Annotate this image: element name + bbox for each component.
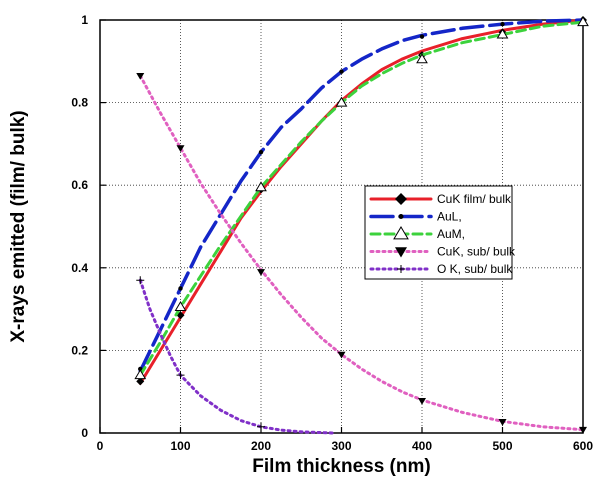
series-line xyxy=(138,278,335,435)
y-tick-label: 1 xyxy=(81,13,88,27)
legend-item: AuM, xyxy=(369,226,465,241)
series-marker xyxy=(418,397,426,405)
x-tick-label: 0 xyxy=(97,439,104,453)
legend-item: CuK, sub/ bulk xyxy=(369,245,516,259)
series-marker xyxy=(257,269,265,276)
legend-item: CuK film/ bulk xyxy=(369,192,512,206)
series-marker xyxy=(176,145,185,153)
series-line xyxy=(138,18,585,373)
y-tick-label: 0.8 xyxy=(71,96,88,110)
series-line xyxy=(138,74,585,432)
legend-label: CuK, sub/ bulk xyxy=(437,245,516,259)
series-marker xyxy=(398,214,404,219)
series-3 xyxy=(136,72,587,434)
series-marker xyxy=(255,181,267,192)
legend-label: O K, sub/ bulk xyxy=(437,262,513,276)
legend-label: AuL, xyxy=(437,210,462,224)
series-2 xyxy=(134,16,589,380)
series-0 xyxy=(136,16,587,386)
series-1 xyxy=(138,17,586,373)
series-marker xyxy=(138,366,143,372)
series-marker xyxy=(335,96,348,107)
series-marker xyxy=(136,377,145,386)
y-tick-label: 0 xyxy=(81,426,88,440)
y-tick-label: 0.4 xyxy=(71,261,88,275)
x-tick-label: 300 xyxy=(331,439,351,453)
series-marker xyxy=(258,149,264,155)
y-tick-label: 0.6 xyxy=(71,178,88,192)
series-marker xyxy=(339,69,344,74)
series-marker xyxy=(579,426,587,434)
legend-item: AuL, xyxy=(369,210,462,224)
series-marker xyxy=(577,16,589,27)
series-marker xyxy=(174,301,187,312)
series-marker xyxy=(337,351,346,359)
series-marker xyxy=(419,34,425,39)
series-marker xyxy=(395,193,407,205)
x-tick-label: 400 xyxy=(412,439,432,453)
series-marker xyxy=(136,276,145,285)
legend: CuK film/ bulk AuL, AuM, CuK, sub/ bulk O K,… xyxy=(364,185,516,280)
series-marker xyxy=(176,371,185,380)
y-axis-title: X-rays emitted (film/ bulk) xyxy=(8,110,29,342)
series-marker xyxy=(498,419,507,426)
legend-label: CuK film/ bulk xyxy=(437,192,512,206)
series-marker xyxy=(500,21,505,27)
series-line xyxy=(138,20,585,377)
series-marker xyxy=(393,226,409,240)
x-axis-title: Film thickness (nm) xyxy=(252,456,430,477)
series-marker xyxy=(395,247,407,258)
series-marker xyxy=(496,28,509,39)
series-line xyxy=(138,18,585,385)
legend-label: AuM, xyxy=(437,227,465,241)
x-tick-label: 200 xyxy=(251,439,271,453)
series-marker xyxy=(257,422,265,431)
series-4 xyxy=(136,276,335,435)
x-tick-label: 500 xyxy=(492,439,512,453)
x-tick-label: 600 xyxy=(573,439,593,453)
axis-ticks: 0 100 200 300 400 500 600 0 0.2 0.4 0.6 0.8 1 xyxy=(71,13,593,453)
series-marker xyxy=(416,53,428,64)
series-marker xyxy=(136,72,145,80)
series-marker xyxy=(134,369,147,380)
series-marker xyxy=(397,265,405,273)
y-tick-label: 0.2 xyxy=(71,343,88,357)
legend-item: O K, sub/ bulk xyxy=(369,262,513,276)
series-marker xyxy=(178,286,183,291)
series-group xyxy=(134,16,589,435)
x-tick-label: 100 xyxy=(170,439,190,453)
